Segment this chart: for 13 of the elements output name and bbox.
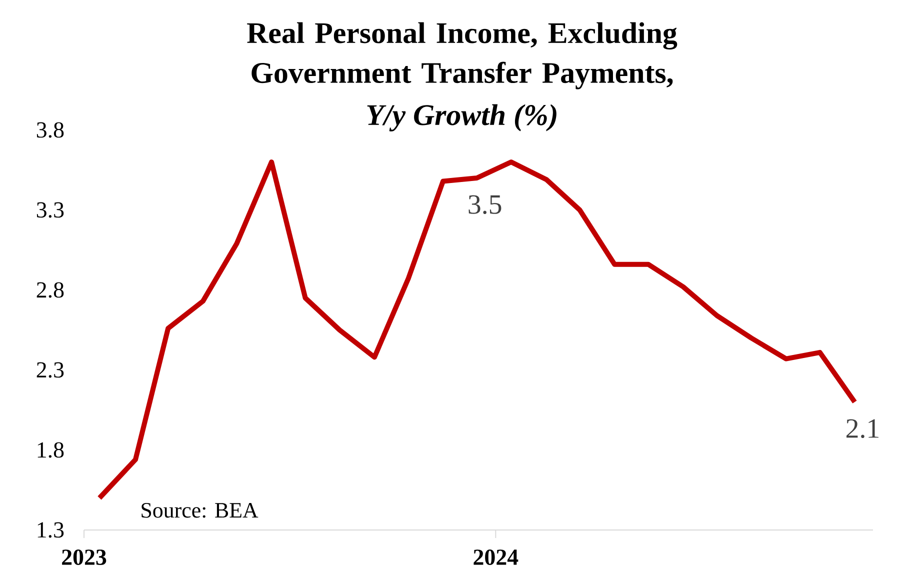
data-label: 3.5 — [468, 195, 502, 214]
y-tick-label: 1.3 — [38, 522, 64, 538]
y-tick-label: 2.3 — [36, 362, 64, 378]
y-tick-label: 3.3 — [36, 202, 64, 218]
y-tick-label: 2.8 — [36, 282, 64, 298]
x-tick-label: 2023 — [62, 550, 106, 565]
y-tick-label: 1.8 — [38, 442, 64, 458]
chart-subtitle: Y/y Growth (%) — [367, 104, 556, 132]
chart-title: Real Personal Income, Excluding Government Transfer Payments, — [247, 22, 678, 90]
y-tick-label: 3.8 — [36, 122, 64, 138]
x-tick-label: 2024 — [474, 550, 518, 565]
data-label: 2.1 — [846, 419, 878, 438]
annotation: Source: BEA — [142, 502, 258, 518]
